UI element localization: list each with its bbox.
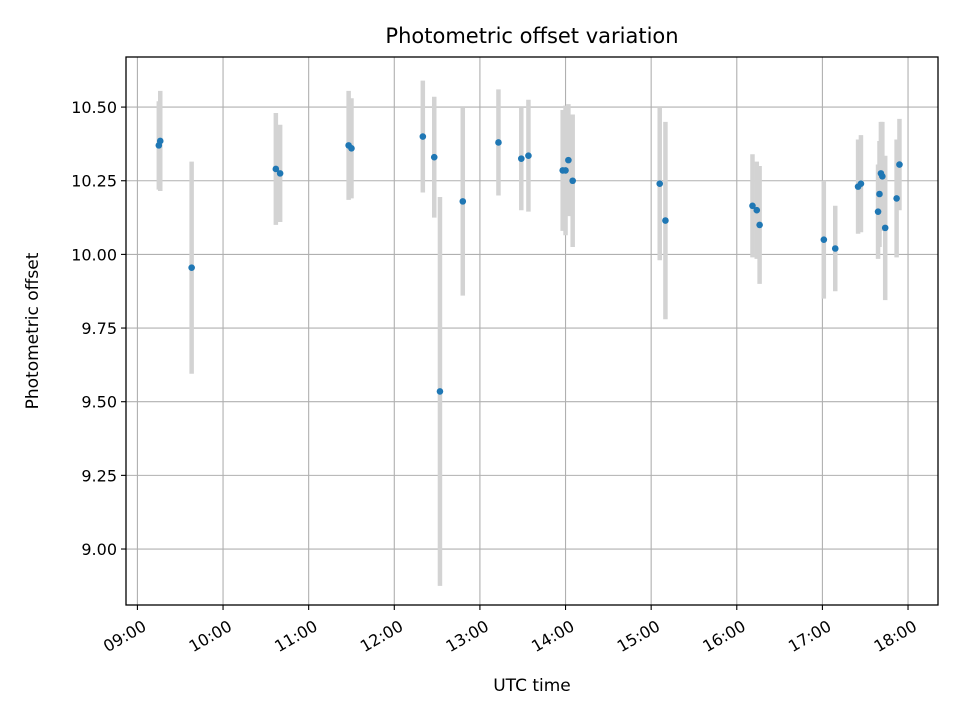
y-axis-title: Photometric offset xyxy=(23,252,43,409)
data-point xyxy=(876,190,883,198)
data-point xyxy=(188,264,195,271)
data-point xyxy=(879,173,886,180)
x-axis-title: UTC time xyxy=(493,676,571,696)
data-point xyxy=(525,152,532,159)
data-point xyxy=(662,217,669,224)
data-point xyxy=(565,156,572,164)
data-point xyxy=(517,155,525,162)
y-tick-label: 10.50 xyxy=(71,98,117,117)
data-points xyxy=(155,133,903,395)
y-tick-label: 10.25 xyxy=(71,172,117,191)
data-point xyxy=(156,137,164,145)
data-point xyxy=(820,236,828,243)
data-point xyxy=(419,133,427,140)
data-point xyxy=(831,245,839,252)
data-point xyxy=(348,145,355,152)
data-point xyxy=(459,198,467,205)
data-point xyxy=(881,224,889,232)
y-axis: 9.00 9.25 9.50 9.75 10.00 10.25 10.50 xyxy=(71,98,126,559)
data-point xyxy=(756,221,763,229)
data-point xyxy=(495,139,502,146)
data-point xyxy=(276,170,284,177)
grid xyxy=(126,57,938,605)
data-point xyxy=(272,165,280,173)
data-point xyxy=(874,208,882,215)
data-point xyxy=(753,206,761,214)
y-tick-label: 9.50 xyxy=(81,393,117,412)
data-point xyxy=(569,177,576,185)
y-tick-label: 9.75 xyxy=(81,319,117,338)
plot-frame xyxy=(125,56,939,606)
data-point xyxy=(562,167,569,174)
y-tick-label: 9.25 xyxy=(81,466,117,485)
data-point xyxy=(430,153,438,161)
data-point xyxy=(656,180,664,187)
data-point xyxy=(749,202,756,210)
data-point xyxy=(436,388,444,395)
chart-title: Photometric offset variation xyxy=(385,24,678,48)
data-point xyxy=(857,180,865,187)
data-point xyxy=(896,161,903,168)
y-tick-label: 9.00 xyxy=(81,540,117,559)
y-tick-label: 10.00 xyxy=(71,245,117,264)
data-point xyxy=(893,195,900,202)
